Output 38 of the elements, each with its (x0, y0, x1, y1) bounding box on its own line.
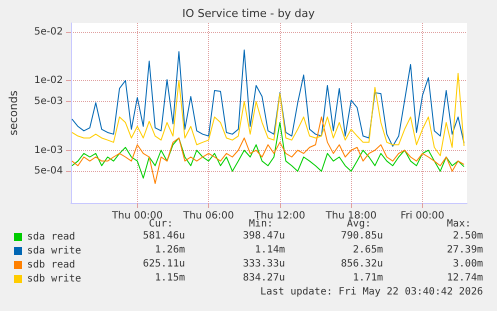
legend-label: sdb read (27, 260, 76, 270)
text: 398.47u (242, 230, 285, 242)
y-tick-label: 5e-03 (34, 96, 63, 108)
text: Avg: (346, 218, 371, 230)
text: Last update: Fri May 22 03:40:42 2026 (260, 286, 483, 298)
text: 1.71m (352, 272, 383, 284)
line-series (71, 50, 465, 147)
line-series (71, 122, 465, 179)
text: 581.46u (142, 230, 185, 242)
text: 856.32u (340, 258, 383, 270)
text: 12.74m (446, 272, 483, 284)
text: Cur: (148, 218, 173, 230)
line-series (71, 72, 465, 156)
text: Min: (248, 218, 273, 230)
y-tick-label: 1e-02 (34, 75, 63, 86)
text: 27.39m (446, 244, 483, 256)
line-series (71, 116, 465, 184)
legend-label: sdb write (27, 274, 82, 284)
text: Max: (446, 218, 471, 230)
chart-title: IO Service time - by day (182, 7, 316, 20)
text: 3.00m (452, 258, 483, 270)
y-tick-label: 1e-03 (34, 144, 63, 156)
text: 834.27u (242, 272, 285, 284)
y-axis-title: seconds (7, 90, 20, 136)
legend-label: sda write (27, 246, 82, 256)
legend-label: sda read (27, 232, 76, 242)
text: 1.14m (254, 244, 285, 256)
y-tick-label: 5e-04 (34, 166, 63, 177)
text: 1.15m (154, 272, 185, 284)
text: 625.11u (142, 258, 185, 270)
text: 333.33u (242, 258, 285, 270)
text: 2.65m (352, 244, 383, 256)
text: 1.26m (154, 244, 185, 256)
text: 2.50m (452, 230, 483, 242)
text: 790.85u (340, 230, 383, 242)
y-tick-label: 5e-02 (34, 26, 63, 38)
x-tick-label: Fri 00:00 (400, 210, 444, 222)
x-tick-label: Thu 06:00 (182, 210, 234, 222)
